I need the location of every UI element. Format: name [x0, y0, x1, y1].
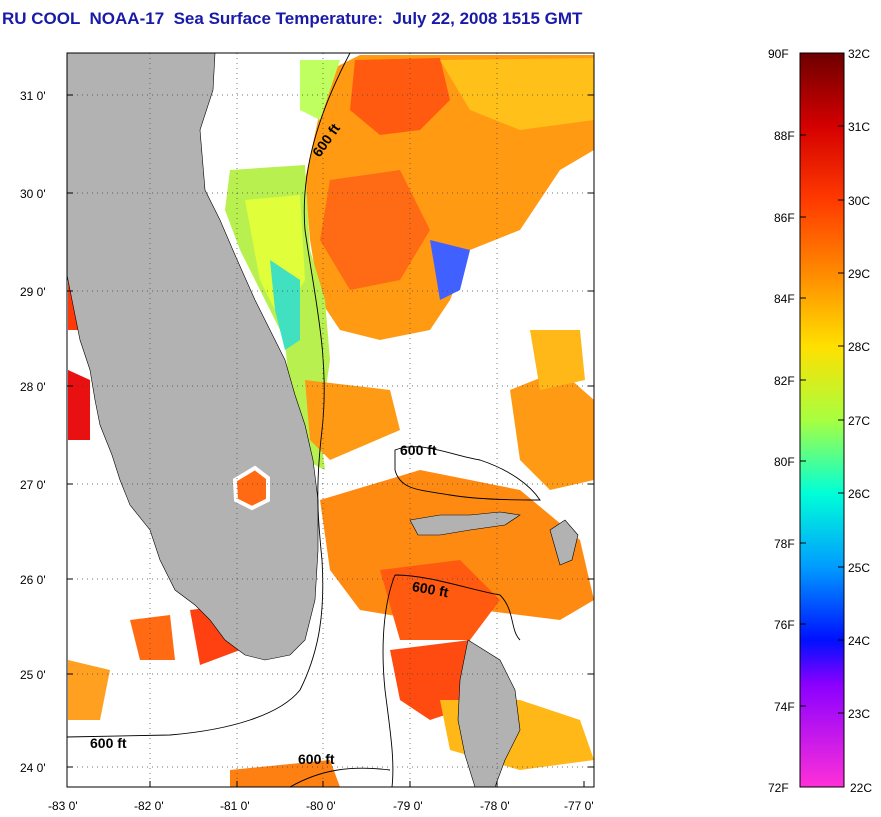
scale-c-label: 27C: [848, 414, 870, 428]
scale-f-label: 84F: [774, 292, 795, 306]
scale-f-label: 76F: [774, 618, 795, 632]
contour-label-4: 600 ft: [90, 735, 127, 751]
scale-f-label: 80F: [774, 455, 795, 469]
scale-c-label: 29C: [848, 267, 870, 281]
lat-label: 28 0': [20, 380, 46, 394]
scale-f-label: 78F: [774, 537, 795, 551]
lon-label: -79 0': [393, 799, 423, 813]
contour-great-bahama-bank: [382, 574, 521, 787]
map-frame: [66, 52, 595, 788]
lon-label: -77 0': [564, 799, 594, 813]
contour-label-5: 600 ft: [298, 751, 335, 767]
scale-c-label: 30C: [848, 194, 870, 208]
latitude-labels: 31 0' 30 0' 29 0' 28 0' 27 0' 26 0' 25 0…: [20, 89, 46, 775]
scale-c-label: 28C: [848, 340, 870, 354]
lat-label: 24 0': [20, 761, 46, 775]
axis-ticks: [66, 94, 594, 787]
lat-label: 25 0': [20, 668, 46, 682]
scale-f-label: 90F: [768, 47, 789, 61]
scale-f-label: 88F: [774, 129, 795, 143]
scale-c-label: 32C: [848, 47, 870, 61]
contour-east-florida: [67, 53, 351, 738]
lon-label: -80 0': [306, 799, 336, 813]
contour-little-bahama-bank: [394, 446, 541, 501]
andros-island: [457, 639, 521, 787]
scale-c-label: 26C: [848, 487, 870, 501]
scale-c-label: 24C: [848, 634, 870, 648]
lon-label: -83 0': [48, 799, 78, 813]
600ft-contours: [67, 53, 541, 787]
abaco-island: [549, 519, 579, 566]
fahrenheit-labels: 90F 88F 86F 84F 82F 80F 78F 76F 74F 72F: [768, 47, 795, 795]
map-plot-area: [67, 53, 594, 787]
scale-c-label: 23C: [848, 707, 870, 721]
lon-label: -78 0': [480, 799, 510, 813]
lat-label: 31 0': [20, 89, 46, 103]
scale-f-label: 86F: [774, 211, 795, 225]
longitude-labels: -83 0' -82 0' -81 0' -80 0' -79 0' -78 0…: [48, 799, 594, 813]
contour-label-3: 600 ft: [411, 578, 450, 600]
chart-title: RU COOL NOAA-17 Sea Surface Temperature:…: [2, 9, 583, 28]
scale-c-label: 25C: [848, 561, 870, 575]
temperature-colorbar: 90F 88F 86F 84F 82F 80F 78F 76F 74F 72F …: [768, 47, 872, 795]
sst-imagery: [68, 55, 594, 787]
lat-label: 26 0': [20, 573, 46, 587]
celsius-labels: 32C 31C 30C 29C 28C 27C 26C 25C 24C 23C …: [848, 47, 872, 795]
colorbar-gradient: [799, 52, 845, 788]
lon-label: -81 0': [220, 799, 250, 813]
scale-c-label: 31C: [848, 120, 870, 134]
lat-label: 29 0': [20, 285, 46, 299]
grand-bahama-island: [409, 511, 521, 536]
lat-label: 30 0': [20, 187, 46, 201]
lat-label: 27 0': [20, 478, 46, 492]
lake-okeechobee: [232, 465, 270, 511]
contour-label-2: 600 ft: [400, 442, 437, 458]
scale-f-label: 82F: [774, 374, 795, 388]
scale-c-label: 22C: [850, 781, 872, 795]
lon-label: -82 0': [134, 799, 164, 813]
land-masses: [67, 53, 579, 787]
contour-cay-sal: [289, 767, 391, 787]
scale-f-label: 72F: [768, 781, 789, 795]
scale-f-label: 74F: [774, 700, 795, 714]
